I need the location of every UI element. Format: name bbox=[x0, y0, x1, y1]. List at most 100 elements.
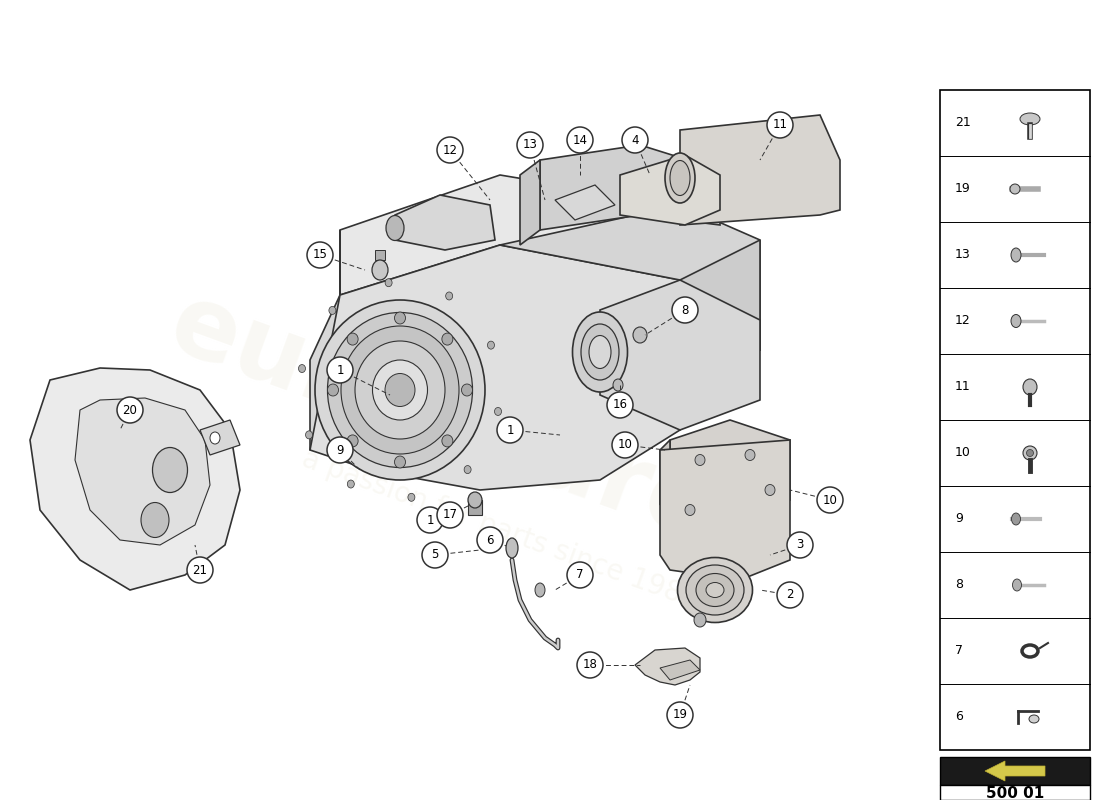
Polygon shape bbox=[670, 420, 790, 510]
Ellipse shape bbox=[1020, 113, 1040, 125]
Text: 4: 4 bbox=[631, 134, 639, 146]
Ellipse shape bbox=[1010, 184, 1020, 194]
Polygon shape bbox=[660, 440, 670, 505]
Ellipse shape bbox=[468, 492, 482, 508]
Ellipse shape bbox=[535, 583, 544, 597]
Text: 1: 1 bbox=[337, 363, 343, 377]
Ellipse shape bbox=[328, 313, 473, 467]
Polygon shape bbox=[650, 165, 715, 195]
Circle shape bbox=[621, 127, 648, 153]
Polygon shape bbox=[375, 250, 385, 260]
Text: 7: 7 bbox=[576, 569, 584, 582]
Ellipse shape bbox=[1023, 446, 1037, 460]
Ellipse shape bbox=[210, 432, 220, 444]
Text: 13: 13 bbox=[522, 138, 538, 151]
Circle shape bbox=[477, 527, 503, 553]
Circle shape bbox=[422, 542, 448, 568]
Ellipse shape bbox=[506, 538, 518, 558]
Ellipse shape bbox=[315, 300, 485, 480]
Circle shape bbox=[672, 297, 698, 323]
Circle shape bbox=[817, 487, 843, 513]
Text: 500 01: 500 01 bbox=[986, 786, 1044, 800]
Circle shape bbox=[327, 357, 353, 383]
Ellipse shape bbox=[306, 431, 312, 439]
Ellipse shape bbox=[764, 485, 776, 495]
Text: 11: 11 bbox=[772, 118, 788, 131]
Ellipse shape bbox=[678, 558, 752, 622]
Polygon shape bbox=[500, 205, 760, 350]
Polygon shape bbox=[520, 160, 540, 245]
Ellipse shape bbox=[588, 335, 610, 369]
Circle shape bbox=[767, 112, 793, 138]
Polygon shape bbox=[940, 785, 1090, 800]
Text: 21: 21 bbox=[192, 563, 208, 577]
Ellipse shape bbox=[386, 215, 404, 241]
Text: 10: 10 bbox=[823, 494, 837, 506]
Circle shape bbox=[307, 242, 333, 268]
Ellipse shape bbox=[1012, 579, 1022, 591]
Ellipse shape bbox=[1026, 450, 1034, 457]
Ellipse shape bbox=[373, 360, 428, 420]
Polygon shape bbox=[680, 240, 760, 350]
Polygon shape bbox=[310, 230, 340, 450]
Ellipse shape bbox=[298, 365, 306, 373]
Ellipse shape bbox=[341, 326, 459, 454]
Ellipse shape bbox=[462, 384, 473, 396]
Circle shape bbox=[786, 532, 813, 558]
Ellipse shape bbox=[632, 327, 647, 343]
Circle shape bbox=[117, 397, 143, 423]
Circle shape bbox=[417, 507, 443, 533]
Polygon shape bbox=[340, 175, 680, 295]
Ellipse shape bbox=[446, 292, 453, 300]
Circle shape bbox=[437, 137, 463, 163]
Text: 16: 16 bbox=[613, 398, 627, 411]
Circle shape bbox=[777, 582, 803, 608]
Text: 19: 19 bbox=[955, 182, 970, 195]
Polygon shape bbox=[30, 368, 240, 590]
Ellipse shape bbox=[670, 161, 690, 195]
Ellipse shape bbox=[694, 613, 706, 627]
Ellipse shape bbox=[487, 341, 495, 349]
Ellipse shape bbox=[395, 312, 406, 324]
Text: 8: 8 bbox=[681, 303, 689, 317]
Ellipse shape bbox=[495, 407, 502, 415]
Polygon shape bbox=[635, 648, 700, 685]
Ellipse shape bbox=[348, 480, 354, 488]
Text: 9: 9 bbox=[337, 443, 343, 457]
Text: 14: 14 bbox=[572, 134, 587, 146]
Polygon shape bbox=[75, 398, 210, 545]
Polygon shape bbox=[200, 420, 240, 455]
Polygon shape bbox=[468, 500, 482, 515]
Circle shape bbox=[187, 557, 213, 583]
Text: 6: 6 bbox=[486, 534, 494, 546]
Text: 10: 10 bbox=[955, 446, 971, 459]
Polygon shape bbox=[660, 660, 700, 680]
Ellipse shape bbox=[141, 502, 169, 538]
Polygon shape bbox=[984, 761, 1045, 781]
Ellipse shape bbox=[706, 582, 724, 598]
Text: eurospares: eurospares bbox=[156, 276, 783, 584]
Text: 8: 8 bbox=[955, 578, 962, 591]
Circle shape bbox=[566, 562, 593, 588]
Polygon shape bbox=[540, 145, 720, 230]
Text: 6: 6 bbox=[955, 710, 962, 723]
Text: 5: 5 bbox=[431, 549, 439, 562]
Circle shape bbox=[437, 502, 463, 528]
Circle shape bbox=[667, 702, 693, 728]
Ellipse shape bbox=[348, 435, 359, 447]
Ellipse shape bbox=[613, 379, 623, 391]
Text: 13: 13 bbox=[955, 249, 970, 262]
Ellipse shape bbox=[385, 278, 392, 286]
Ellipse shape bbox=[695, 454, 705, 466]
Circle shape bbox=[517, 132, 543, 158]
Text: 20: 20 bbox=[122, 403, 138, 417]
Text: 9: 9 bbox=[955, 513, 962, 526]
Ellipse shape bbox=[581, 324, 619, 380]
Ellipse shape bbox=[745, 450, 755, 461]
Circle shape bbox=[607, 392, 632, 418]
Ellipse shape bbox=[329, 306, 336, 314]
Text: 3: 3 bbox=[796, 538, 804, 551]
Ellipse shape bbox=[464, 466, 471, 474]
Polygon shape bbox=[620, 155, 721, 225]
Text: 1: 1 bbox=[427, 514, 433, 526]
